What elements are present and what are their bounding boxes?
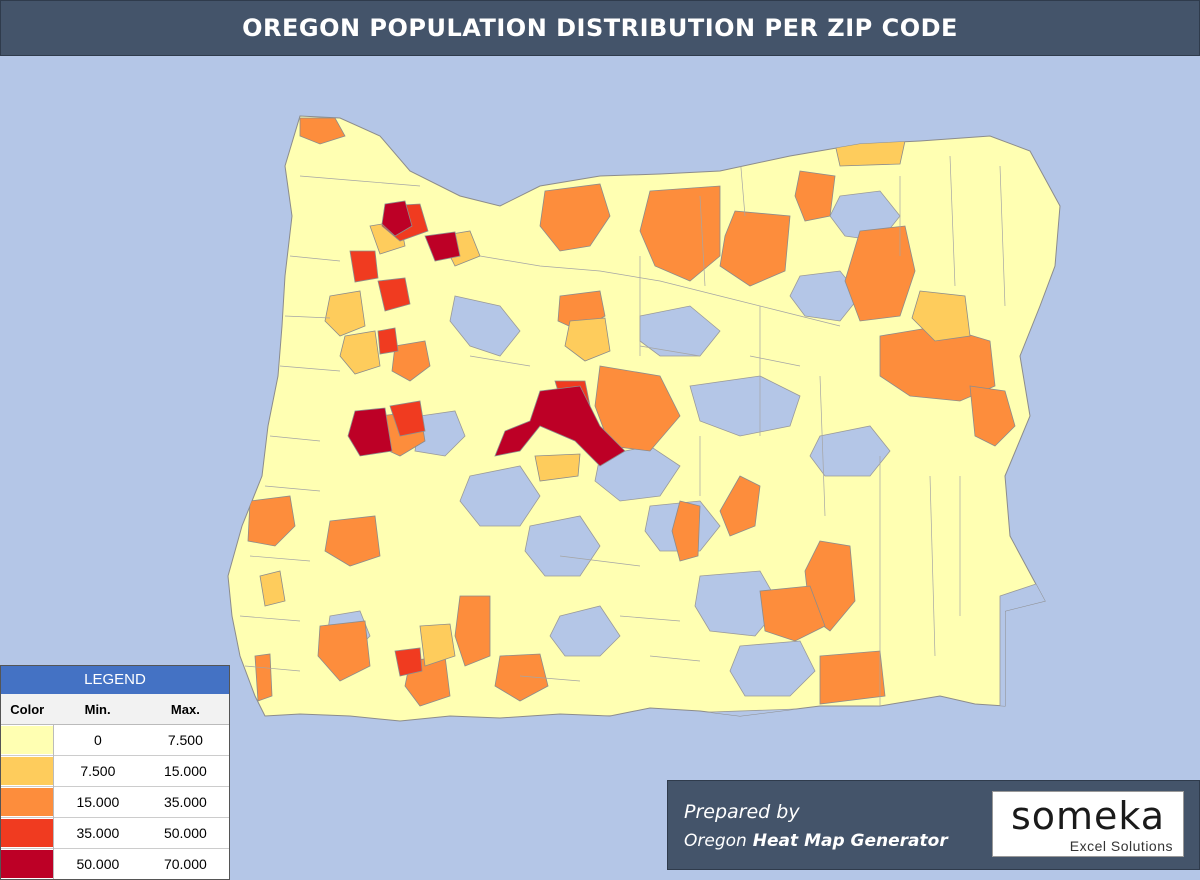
legend-swatch <box>1 788 53 816</box>
legend-row: 15.000 35.000 <box>1 786 229 818</box>
legend: LEGEND Color Min. Max. 0 7.500 7.500 15.… <box>0 665 230 880</box>
legend-max: 7.500 <box>141 724 229 756</box>
legend-row: 7.500 15.000 <box>1 755 229 787</box>
logo-name: someka <box>1010 794 1166 838</box>
page-title: OREGON POPULATION DISTRIBUTION PER ZIP C… <box>242 14 958 42</box>
legend-max: 35.000 <box>141 786 229 818</box>
legend-table: Color Min. Max. 0 7.500 7.500 15.000 15.… <box>1 694 229 879</box>
title-bar: OREGON POPULATION DISTRIBUTION PER ZIP C… <box>0 0 1200 56</box>
oregon-heat-map <box>227 115 1061 722</box>
legend-max: 15.000 <box>141 755 229 787</box>
tool-name: Heat Map Generator <box>752 831 948 851</box>
legend-swatch <box>1 819 53 847</box>
zip-boundaries <box>239 155 1006 706</box>
branding-panel: Prepared by Oregon Heat Map Generator som… <box>667 780 1200 870</box>
legend-header-min: Min. <box>53 694 142 725</box>
legend-header-max: Max. <box>141 694 229 725</box>
prepared-by-text: Prepared by <box>684 801 800 823</box>
legend-swatch <box>1 726 53 754</box>
legend-max: 70.000 <box>141 848 229 879</box>
legend-swatch <box>1 850 53 878</box>
legend-min: 35.000 <box>53 817 142 849</box>
someka-logo[interactable]: someka Excel Solutions <box>992 791 1184 857</box>
zip-regions <box>239 117 1060 721</box>
generator-text: Oregon Heat Map Generator <box>684 831 948 851</box>
legend-min: 50.000 <box>53 848 142 879</box>
logo-tagline: Excel Solutions <box>1069 838 1173 854</box>
legend-title: LEGEND <box>1 666 229 694</box>
legend-row: 50.000 70.000 <box>1 848 229 879</box>
legend-min: 7.500 <box>53 755 142 787</box>
map-area <box>0 56 1200 870</box>
legend-row: 0 7.500 <box>1 724 229 756</box>
legend-row: 35.000 50.000 <box>1 817 229 849</box>
legend-min: 15.000 <box>53 786 142 818</box>
class-2-regions <box>259 140 971 667</box>
state-name: Oregon <box>684 831 747 851</box>
legend-max: 50.000 <box>141 817 229 849</box>
class-5-regions <box>347 200 626 467</box>
legend-min: 0 <box>53 724 142 756</box>
legend-swatch <box>1 757 53 785</box>
legend-header-color: Color <box>1 694 54 725</box>
class-3-regions <box>247 117 1016 707</box>
